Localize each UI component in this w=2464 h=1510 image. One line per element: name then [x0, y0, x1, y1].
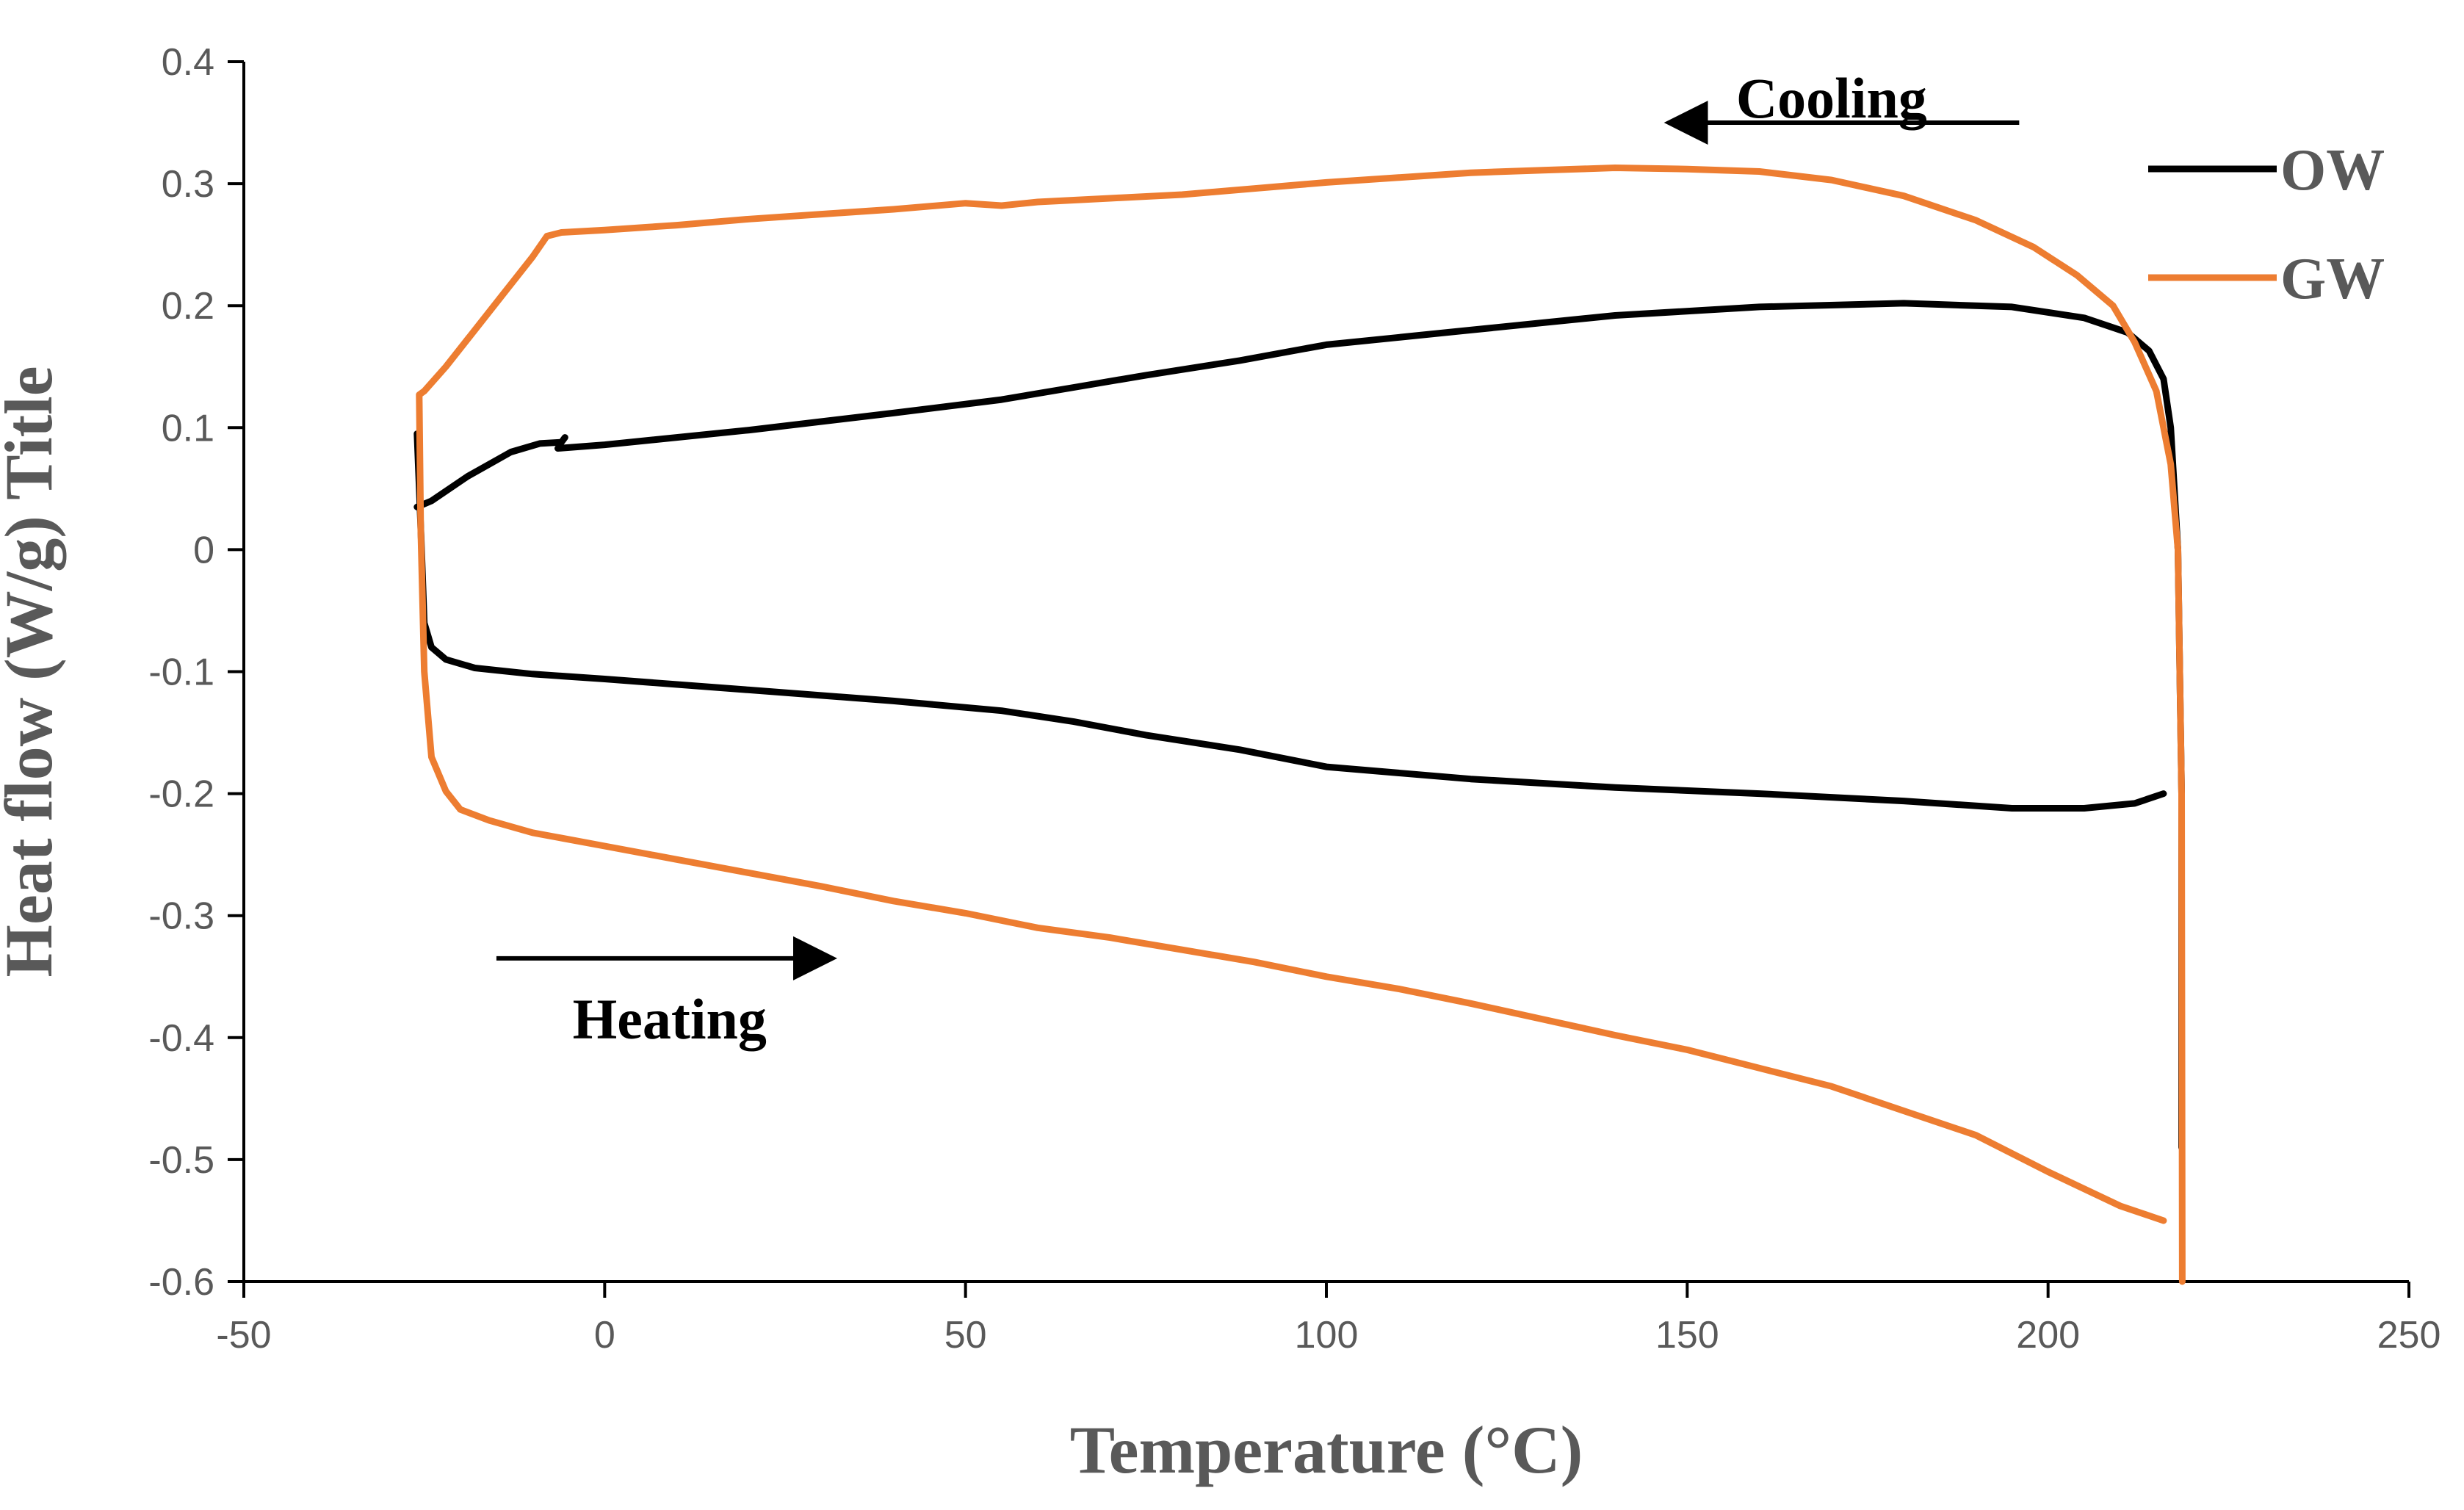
x-tick-label: 150 — [1655, 1314, 1719, 1357]
series-line-ow — [413, 300, 2185, 1151]
x-tick-label: 250 — [2377, 1314, 2441, 1357]
legend-label-gw: GW — [2280, 247, 2385, 311]
annotation-label-heating: Heating — [573, 987, 767, 1051]
legend-label-ow: OW — [2280, 138, 2385, 203]
x-tick-label: 0 — [594, 1314, 615, 1357]
x-tick-label: -50 — [216, 1314, 271, 1357]
y-tick-label: 0.2 — [162, 285, 214, 328]
x-tick-label: 50 — [944, 1314, 987, 1357]
y-tick-label: -0.4 — [148, 1017, 214, 1060]
y-axis-title: Heat flow (W/g) Title — [0, 366, 66, 977]
y-tick-label: -0.1 — [148, 651, 214, 694]
x-axis-title: Temperature (°C) — [1070, 1412, 1583, 1487]
x-tick-label: 200 — [2016, 1314, 2080, 1357]
y-tick-label: 0.1 — [162, 407, 214, 449]
series-line-gw — [416, 165, 2186, 1285]
y-tick-label: 0 — [193, 529, 214, 571]
annotation-label-cooling: Cooling — [1736, 66, 1927, 130]
series-layer — [413, 165, 2186, 1285]
y-tick-label: -0.6 — [148, 1261, 214, 1304]
y-tick-label: -0.3 — [148, 895, 214, 938]
axes: 0.4 0.3 0.2 0.1 0 -0.1 -0.2 -0.3 -0.4 -0.5 -0.6-50… — [148, 41, 2440, 1357]
annotations-layer: Cooling Heating — [496, 66, 2020, 1051]
y-tick-label: 0.4 — [162, 41, 214, 84]
legend: OW GW — [2148, 138, 2385, 311]
axis-titles: Temperature (°C) Heat flow (W/g) Title — [0, 366, 1583, 1487]
y-tick-label: 0.3 — [162, 163, 214, 206]
y-tick-label: -0.5 — [148, 1139, 214, 1182]
y-tick-label: -0.2 — [148, 773, 214, 816]
x-tick-label: 100 — [1295, 1314, 1359, 1357]
